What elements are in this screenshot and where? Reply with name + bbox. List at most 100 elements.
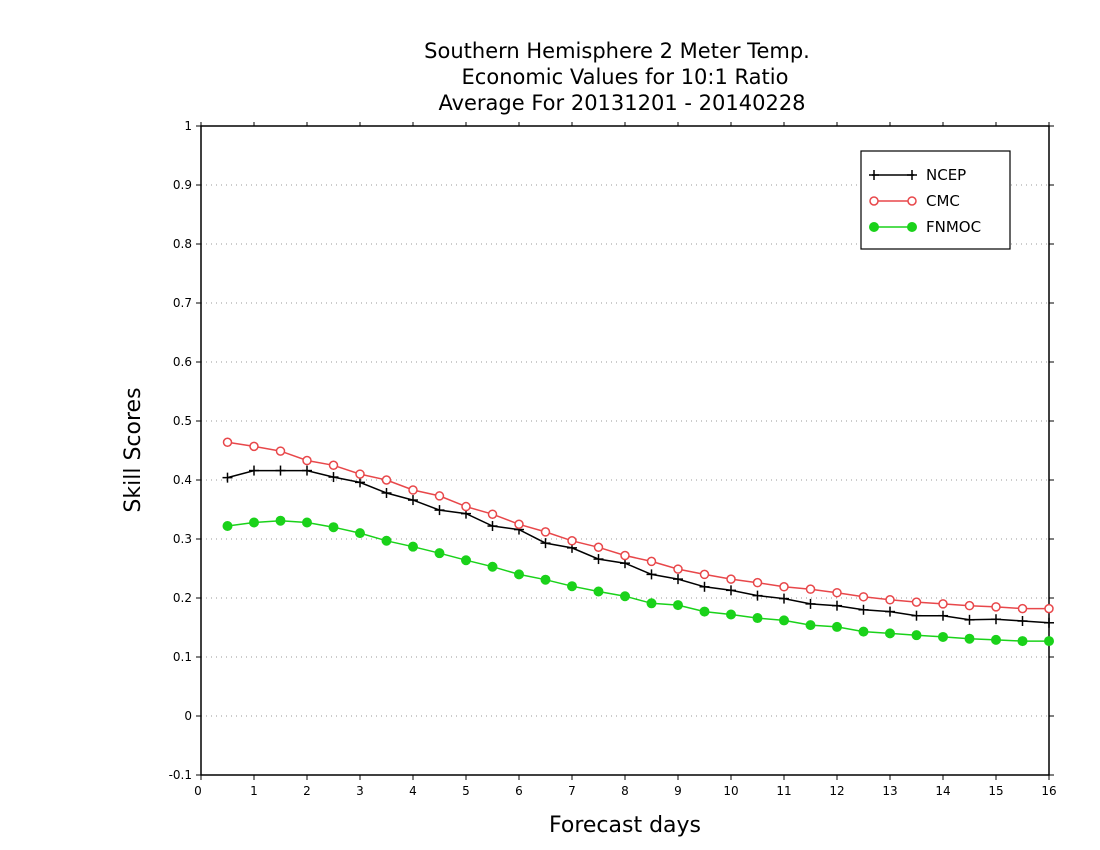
data-point-fnmoc bbox=[593, 586, 604, 597]
data-point-cmc bbox=[885, 595, 895, 605]
data-point-cmc bbox=[938, 599, 948, 609]
data-point-fnmoc bbox=[328, 522, 339, 533]
grid-lines bbox=[201, 184, 1049, 717]
x-tick-label: 15 bbox=[988, 784, 1003, 798]
data-point-cmc bbox=[540, 527, 551, 537]
data-point-cmc bbox=[752, 577, 763, 588]
legend-item-ncep: NCEP bbox=[869, 166, 966, 184]
x-tick-label: 8 bbox=[621, 784, 629, 798]
x-tick-label: 4 bbox=[409, 784, 417, 798]
y-axis: -0.1 0 0.1 0.2 0.3 0.4 0.5 0.6 0.7 0.8 0.9 1 bbox=[169, 119, 1054, 782]
data-point-fnmoc bbox=[911, 630, 922, 641]
data-point-cmc bbox=[805, 584, 816, 594]
data-point-fnmoc bbox=[302, 517, 312, 528]
data-point-ncep bbox=[275, 465, 286, 476]
data-point-ncep bbox=[832, 600, 842, 611]
data-point-cmc bbox=[487, 509, 498, 519]
data-point-ncep bbox=[911, 610, 922, 621]
data-point-fnmoc bbox=[938, 631, 948, 642]
data-point-ncep bbox=[752, 590, 763, 601]
data-point-ncep bbox=[991, 614, 1001, 625]
x-tick-label: 0 bbox=[194, 784, 202, 798]
x-tick-label: 5 bbox=[462, 784, 470, 798]
series-line-fnmoc bbox=[227, 519, 1049, 642]
data-point-fnmoc bbox=[805, 620, 816, 631]
data-point-ncep bbox=[779, 593, 789, 604]
data-point-ncep bbox=[328, 472, 339, 483]
data-point-cmc bbox=[381, 475, 392, 485]
data-point-ncep bbox=[805, 598, 816, 609]
data-point-ncep bbox=[938, 610, 948, 621]
data-point-ncep bbox=[434, 505, 445, 516]
data-point-ncep bbox=[1044, 617, 1054, 628]
data-point-fnmoc bbox=[779, 615, 789, 626]
data-point-cmc bbox=[858, 592, 869, 602]
x-tick-label: 12 bbox=[829, 784, 844, 798]
legend-marker bbox=[869, 170, 879, 180]
data-point-fnmoc bbox=[567, 581, 577, 592]
data-point-fnmoc bbox=[673, 600, 683, 611]
x-tick-label: 1 bbox=[250, 784, 258, 798]
data-point-cmc bbox=[911, 597, 922, 607]
y-tick-label: 0 bbox=[184, 709, 192, 723]
series-line-cmc bbox=[227, 441, 1049, 610]
x-axis-label: Forecast days bbox=[549, 813, 701, 838]
y-tick-label: 0.2 bbox=[173, 591, 192, 605]
data-point-fnmoc bbox=[540, 574, 551, 585]
y-tick-label: 0.1 bbox=[173, 650, 192, 664]
data-point-ncep bbox=[699, 581, 710, 592]
data-point-cmc bbox=[991, 602, 1001, 612]
data-point-fnmoc bbox=[222, 521, 233, 532]
data-point-fnmoc bbox=[752, 613, 763, 624]
x-tick-label: 9 bbox=[674, 784, 682, 798]
data-point-cmc bbox=[275, 446, 286, 456]
data-point-cmc bbox=[1044, 603, 1054, 614]
data-point-cmc bbox=[832, 587, 842, 598]
series-ncep bbox=[222, 465, 1054, 628]
data-point-fnmoc bbox=[726, 609, 736, 620]
data-point-cmc bbox=[699, 569, 710, 580]
data-point-fnmoc bbox=[275, 515, 286, 526]
data-point-cmc bbox=[567, 536, 577, 546]
data-point-ncep bbox=[673, 574, 683, 585]
data-point-fnmoc bbox=[832, 621, 842, 632]
data-point-ncep bbox=[646, 569, 657, 580]
data-point-cmc bbox=[726, 574, 736, 584]
legend-item-cmc: CMC bbox=[869, 192, 960, 210]
x-tick-label: 16 bbox=[1041, 784, 1056, 798]
data-point-fnmoc bbox=[381, 535, 392, 546]
data-point-cmc bbox=[328, 460, 339, 470]
data-point-fnmoc bbox=[885, 628, 895, 639]
data-point-fnmoc bbox=[461, 555, 471, 566]
data-point-cmc bbox=[620, 550, 630, 561]
chart-title-line-3: Average For 20131201 - 20140228 bbox=[438, 91, 805, 115]
x-tick-label: 7 bbox=[568, 784, 576, 798]
data-point-fnmoc bbox=[991, 634, 1001, 645]
data-point-ncep bbox=[1017, 616, 1028, 627]
data-point-cmc bbox=[302, 455, 312, 466]
data-point-cmc bbox=[646, 556, 657, 567]
y-tick-label: 0.3 bbox=[173, 532, 192, 546]
legend: NCEP CMC FNMOC bbox=[860, 150, 1011, 250]
series-layer bbox=[222, 437, 1054, 647]
data-point-ncep bbox=[408, 495, 418, 506]
y-tick-label: 0.7 bbox=[173, 296, 192, 310]
x-tick-label: 6 bbox=[515, 784, 523, 798]
y-tick-label: -0.1 bbox=[169, 768, 192, 782]
data-point-cmc bbox=[222, 437, 233, 447]
data-point-ncep bbox=[222, 472, 233, 483]
data-point-cmc bbox=[1017, 603, 1028, 614]
data-point-ncep bbox=[540, 538, 551, 549]
data-point-cmc bbox=[434, 491, 445, 501]
data-point-ncep bbox=[249, 465, 259, 476]
legend-marker bbox=[907, 222, 917, 232]
x-tick-label: 11 bbox=[776, 784, 791, 798]
chart-title-line-1: Southern Hemisphere 2 Meter Temp. bbox=[424, 39, 810, 63]
data-point-cmc bbox=[461, 501, 471, 512]
data-point-cmc bbox=[673, 564, 683, 574]
data-point-ncep bbox=[885, 606, 895, 617]
legend-marker bbox=[907, 170, 917, 180]
data-point-fnmoc bbox=[620, 591, 630, 602]
data-point-cmc bbox=[249, 441, 259, 452]
